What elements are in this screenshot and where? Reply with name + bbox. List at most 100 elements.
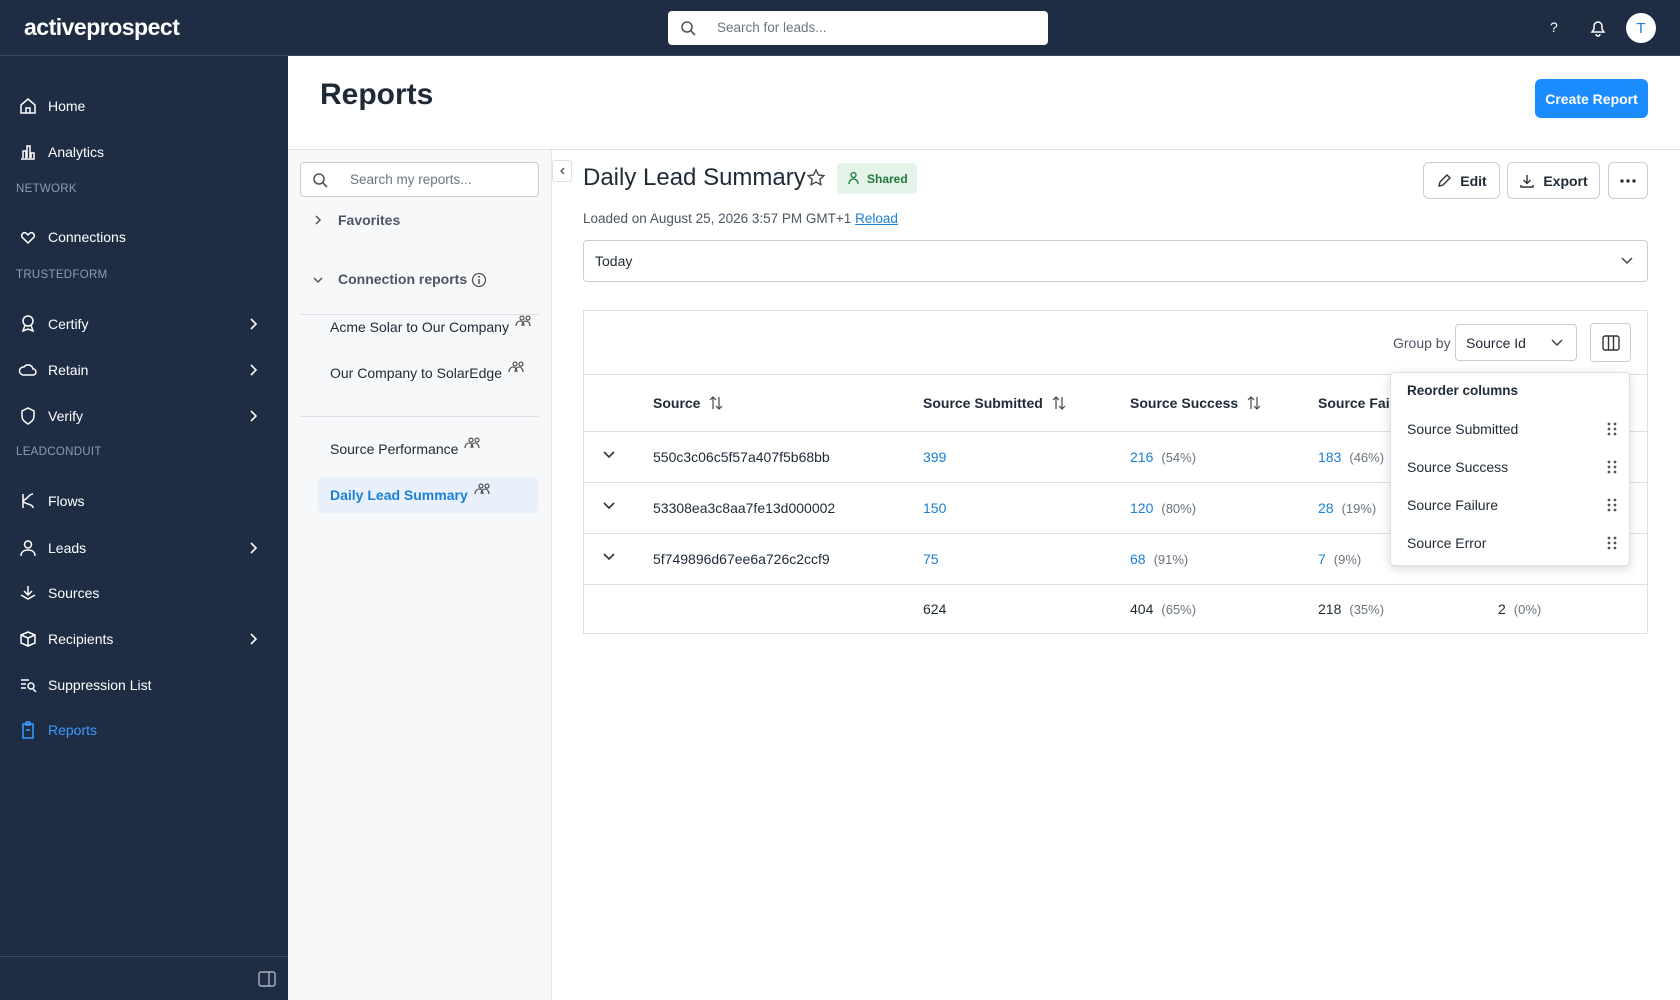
- icon-shape: [20, 231, 36, 245]
- sidebar-icon: [18, 364, 37, 376]
- cell-link[interactable]: 150: [923, 500, 947, 516]
- column-header[interactable]: Source Submitted: [923, 395, 1067, 411]
- icon-shape: [20, 586, 36, 600]
- columns-button[interactable]: [1590, 323, 1631, 362]
- edit-button[interactable]: Edit: [1423, 162, 1500, 199]
- table-cell: 399: [923, 449, 946, 465]
- reorder-label: Source Error: [1407, 535, 1487, 551]
- logo[interactable]: activeprospect: [24, 14, 180, 40]
- avatar[interactable]: T: [1626, 13, 1656, 43]
- help[interactable]: ?: [1550, 19, 1558, 35]
- expand-row[interactable]: [602, 449, 616, 461]
- column-title: Source Submitted: [923, 395, 1043, 411]
- lead-search[interactable]: Search for leads...: [668, 11, 1048, 45]
- edit-label: Edit: [1460, 172, 1487, 189]
- sidebar-icon: [21, 315, 35, 333]
- notifications[interactable]: [1588, 18, 1608, 38]
- sidebar-item[interactable]: Certify: [18, 312, 270, 336]
- sidebar-icon: [21, 679, 37, 693]
- sidebar-item[interactable]: Sources: [18, 581, 270, 605]
- table-cell: 120 (80%): [1130, 500, 1196, 516]
- report-link[interactable]: Acme Solar to Our Company: [318, 309, 538, 345]
- sidebar-icon: [22, 493, 34, 509]
- icon-shape: [515, 315, 531, 327]
- icon-shape: [21, 145, 35, 160]
- connection-reports[interactable]: Connection reports: [338, 271, 468, 287]
- cell-link[interactable]: 120: [1130, 500, 1154, 516]
- sidebar-section: NETWORK: [16, 183, 77, 195]
- table-cell: 75: [923, 551, 939, 567]
- cell-link[interactable]: 183: [1318, 449, 1342, 465]
- collapse-sidebar[interactable]: [258, 970, 276, 988]
- reorder-item[interactable]: Source Failure: [1407, 497, 1617, 517]
- handle-dot: [1613, 498, 1617, 502]
- report-link[interactable]: Daily Lead Summary: [318, 477, 538, 513]
- favorite-star[interactable]: [806, 168, 826, 188]
- sidebar-section: TRUSTEDFORM: [16, 269, 108, 281]
- cell-value: 404: [1130, 601, 1154, 617]
- cell-link[interactable]: 68: [1130, 551, 1146, 567]
- column-header[interactable]: Source Success: [1130, 395, 1262, 411]
- sidebar-item[interactable]: Connections: [18, 225, 270, 249]
- expand-chevron: [250, 318, 258, 330]
- table-cell: 183 (46%): [1318, 449, 1384, 465]
- column-header[interactable]: Source: [653, 395, 724, 411]
- sidebar-item[interactable]: Flows: [18, 489, 270, 513]
- export-button[interactable]: Export: [1507, 162, 1600, 199]
- collapse-panel[interactable]: [552, 160, 572, 182]
- sidebar-item[interactable]: Retain: [18, 358, 270, 382]
- shared-icon: [515, 315, 531, 327]
- sidebar-label: Suppression List: [48, 677, 152, 693]
- cell-link[interactable]: 75: [923, 551, 939, 567]
- sidebar-label: Flows: [48, 493, 85, 509]
- report-link[interactable]: Our Company to SolarEdge: [318, 355, 538, 391]
- sidebar-icon: [20, 586, 36, 600]
- reports-search[interactable]: Search my reports...: [300, 162, 539, 197]
- sidebar-item[interactable]: Suppression List: [18, 673, 270, 697]
- sidebar-item[interactable]: Recipients: [18, 627, 270, 651]
- icon-shape: [22, 493, 34, 509]
- reorder-item[interactable]: Source Error: [1407, 535, 1617, 555]
- handle-dot: [1613, 508, 1617, 512]
- more-button[interactable]: [1608, 162, 1648, 199]
- table-cell: 216 (54%): [1130, 449, 1196, 465]
- cell-link[interactable]: 399: [923, 449, 947, 465]
- icon-shape: [250, 318, 258, 330]
- reorder-item[interactable]: Source Success: [1407, 459, 1617, 479]
- row-divider: [584, 584, 1647, 585]
- sidebar-item[interactable]: Leads: [18, 536, 270, 560]
- icon-shape: [20, 98, 36, 114]
- sidebar-label: Retain: [48, 362, 89, 378]
- cell-link[interactable]: 216: [1130, 449, 1154, 465]
- expand-chevron: [250, 410, 258, 422]
- table-cell: 68 (91%): [1130, 551, 1188, 567]
- handle-dot: [1607, 422, 1611, 426]
- sidebar-item[interactable]: Verify: [18, 404, 270, 428]
- export-label: Export: [1543, 172, 1588, 189]
- create-report-button[interactable]: Create Report: [1535, 79, 1648, 118]
- sidebar-item[interactable]: Reports: [18, 718, 270, 742]
- report-link[interactable]: Source Performance: [318, 431, 538, 467]
- reload-link[interactable]: Reload: [855, 211, 898, 226]
- group-by-select[interactable]: Source Id: [1455, 324, 1577, 361]
- cell-link[interactable]: 7: [1318, 551, 1326, 567]
- expand-row[interactable]: [602, 551, 616, 563]
- sidebar-item[interactable]: Home: [18, 94, 270, 118]
- cell-percent: (0%): [1513, 602, 1542, 617]
- chevron-down: [1621, 257, 1633, 265]
- handle-dot: [1607, 546, 1611, 550]
- sidebar-item[interactable]: Analytics: [18, 140, 270, 164]
- edit-icon: [1438, 173, 1452, 187]
- expand-row[interactable]: [602, 500, 616, 512]
- favorites[interactable]: Favorites: [338, 212, 401, 228]
- table-cell: 5f749896d67ee6a726c2ccf9: [653, 551, 830, 567]
- search-placeholder: Search my reports...: [350, 172, 472, 187]
- sidebar-label: Home: [48, 98, 86, 114]
- date-range-select[interactable]: Today: [583, 240, 1648, 282]
- info-icon[interactable]: [471, 272, 487, 288]
- sidebar-label: Connections: [48, 229, 126, 245]
- expand-icon: [315, 215, 322, 225]
- cell-link[interactable]: 28: [1318, 500, 1334, 516]
- reorder-item[interactable]: Source Submitted: [1407, 421, 1617, 441]
